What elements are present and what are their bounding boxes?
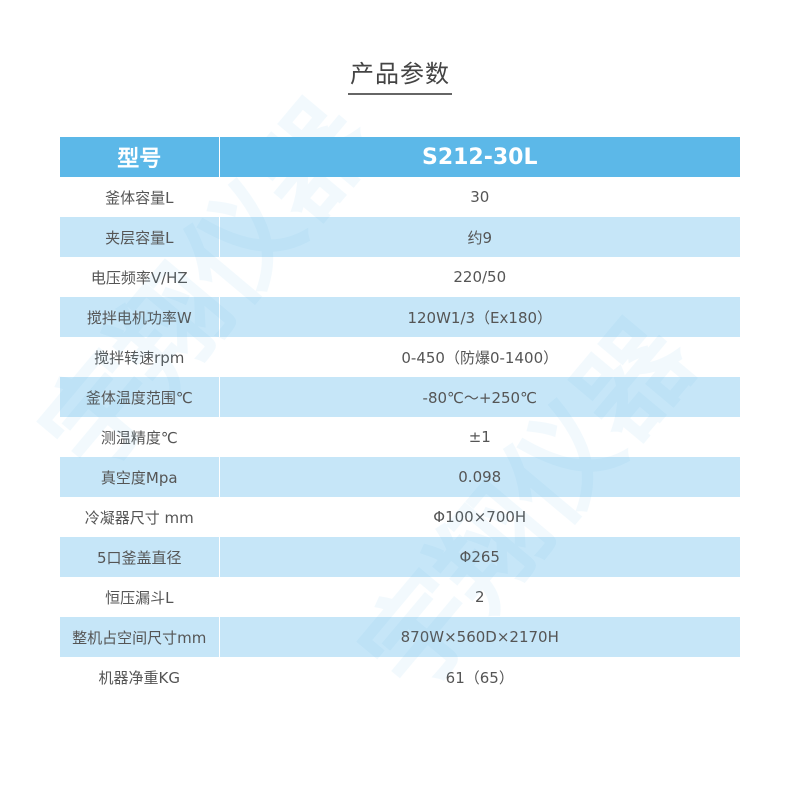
param-name: 搅拌转速rpm	[60, 337, 220, 377]
param-name: 真空度Mpa	[60, 457, 220, 497]
param-value: -80℃～+250℃	[219, 377, 740, 417]
param-value: ±1	[468, 428, 491, 446]
param-value: 约9	[219, 217, 740, 257]
spec-table: 型号 S212-30L 釜体容量L 30 夹层容量L 约9 电压频率V/HZ 220/50…	[60, 137, 740, 697]
param-value: 120W1/3（Ex180）	[219, 297, 740, 337]
param-value: Φ265	[219, 537, 740, 577]
param-value: 61（65）	[445, 668, 514, 687]
param-value: Φ100×700H	[433, 508, 527, 526]
param-value: 2	[474, 588, 485, 606]
param-value: 0-450（防爆0-1400）	[401, 348, 559, 367]
table-row: 真空度Mpa 0.098	[60, 457, 740, 497]
param-name: 电压频率V/HZ	[60, 257, 220, 297]
table-row: 5口釜盖直径 Φ265	[60, 537, 740, 577]
table-row: 搅拌电机功率W 120W1/3（Ex180）	[60, 297, 740, 337]
param-value: 870W×560D×2170H	[219, 617, 740, 657]
table-row: 恒压漏斗L 2	[60, 577, 740, 617]
param-name: 夹层容量L	[60, 217, 220, 257]
param-value: 30	[470, 188, 490, 206]
header-label: 型号	[60, 137, 220, 177]
table-row: 釜体温度范围℃ -80℃～+250℃	[60, 377, 740, 417]
table-row: 电压频率V/HZ 220/50	[60, 257, 740, 297]
table-row: 夹层容量L 约9	[60, 217, 740, 257]
table-row: 冷凝器尺寸 mm Φ100×700H	[60, 497, 740, 537]
param-name: 冷凝器尺寸 mm	[60, 497, 220, 537]
header-model: S212-30L	[219, 137, 740, 177]
param-name: 5口釜盖直径	[60, 537, 220, 577]
table-row: 釜体容量L 30	[60, 177, 740, 217]
table-header-row: 型号 S212-30L	[60, 137, 740, 177]
table-row: 整机占空间尺寸mm 870W×560D×2170H	[60, 617, 740, 657]
param-name: 测温精度℃	[60, 417, 220, 457]
table-row: 机器净重KG 61（65）	[60, 657, 740, 697]
param-name: 釜体温度范围℃	[60, 377, 220, 417]
table-row: 测温精度℃ ±1	[60, 417, 740, 457]
param-name: 整机占空间尺寸mm	[60, 617, 220, 657]
param-name: 恒压漏斗L	[60, 577, 220, 617]
param-name: 机器净重KG	[60, 657, 220, 697]
table-row: 搅拌转速rpm 0-450（防爆0-1400）	[60, 337, 740, 377]
param-name: 搅拌电机功率W	[60, 297, 220, 337]
page-title: 产品参数	[0, 54, 800, 95]
param-value: 0.098	[219, 457, 740, 497]
param-value: 220/50	[453, 268, 507, 286]
param-name: 釜体容量L	[60, 177, 220, 217]
